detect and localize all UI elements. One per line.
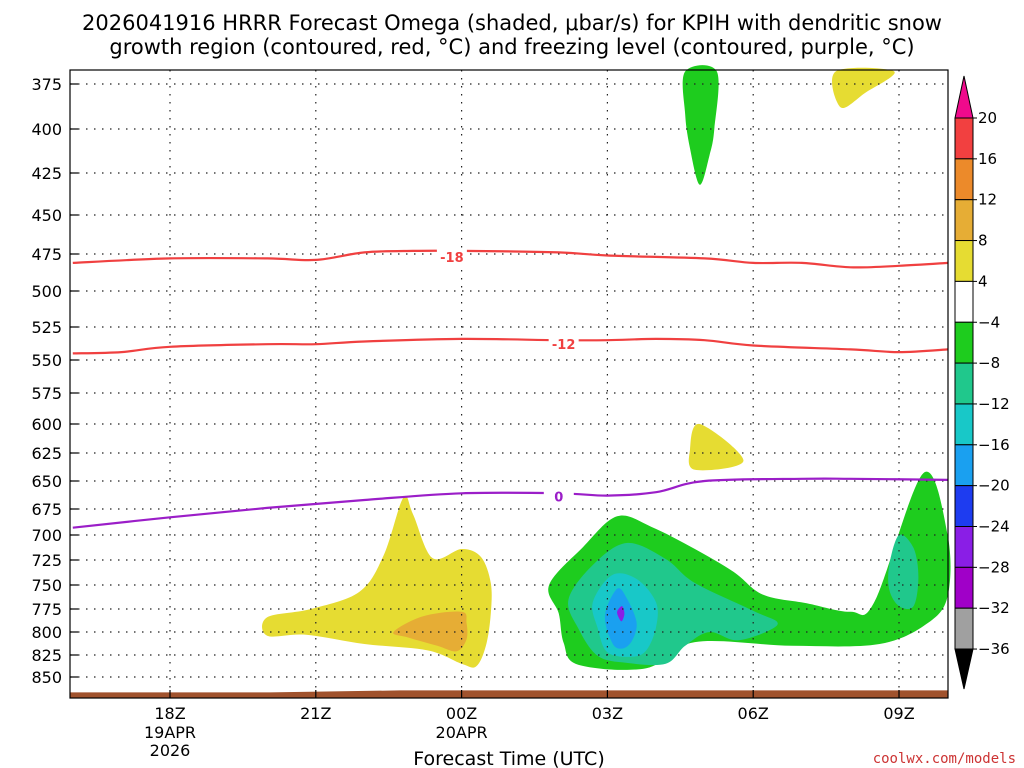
colorbar-arrow-top — [954, 75, 974, 119]
y-tick-label-800: 800 — [31, 623, 62, 642]
omega-shading — [262, 65, 951, 670]
contour-label--18: -18 — [440, 251, 464, 266]
y-tick-label-775: 775 — [31, 600, 62, 619]
terrain — [70, 690, 950, 698]
omega-region-yellow-mid — [688, 423, 744, 471]
colorbar-segment-m12_m8 — [954, 362, 974, 405]
colorbar-label-12: 12 — [978, 191, 997, 209]
y-tick-label-375: 375 — [31, 75, 62, 94]
colorbar-segment-16_20 — [954, 117, 974, 160]
x-tick-label-03Z: 03Z — [592, 704, 623, 723]
colorbar-segment-m28_m24 — [954, 526, 974, 568]
colorbar-segment-8_12 — [954, 199, 974, 242]
y-tick-label-550: 550 — [31, 351, 62, 370]
grid — [70, 70, 948, 698]
y-tick-label-500: 500 — [31, 282, 62, 301]
omega-region-green-top — [682, 65, 719, 185]
colorbar-label--16: −16 — [978, 436, 1010, 454]
y-tick-label-425: 425 — [31, 164, 62, 183]
contour-label-bg — [548, 336, 579, 353]
chart-title-line2: growth region (contoured, red, °C) and f… — [109, 35, 914, 59]
colorbar: 20 16 12 8 4 −4 −8 −12 −16 −20 −24 −28 −32 −36 — [954, 75, 1010, 690]
contour-label-bg — [436, 248, 467, 265]
colorbar-segment-m8_m4 — [954, 321, 974, 364]
contour-label-0: 0 — [554, 491, 563, 506]
plot-area — [70, 70, 948, 698]
chart-title-line1: 2026041916 HRRR Forecast Omega (shaded, … — [82, 11, 942, 35]
omega-region-teal-right — [888, 534, 919, 610]
y-tick-label-700: 700 — [31, 526, 62, 545]
x-tick-year-18Z: 2026 — [150, 741, 191, 760]
y-tick-label-450: 450 — [31, 206, 62, 225]
y-tick-label-850: 850 — [31, 668, 62, 687]
x-tick-date-00Z: 20APR — [436, 723, 488, 742]
colorbar-segment-m32_m28 — [954, 566, 974, 609]
colorbar-label-4: 4 — [978, 272, 988, 290]
y-tick-label-475: 475 — [31, 245, 62, 264]
colorbar-arrow-bottom — [954, 648, 974, 690]
colorbar-segment-m36_m32 — [954, 607, 974, 650]
colorbar-label--8: −8 — [978, 354, 1000, 372]
colorbar-segment-m16_m12 — [954, 403, 974, 446]
y-tick-label-825: 825 — [31, 646, 62, 665]
omega-region-yellow-top — [832, 67, 895, 109]
contour-label--12: -12 — [552, 338, 576, 353]
colorbar-label-20: 20 — [978, 109, 997, 127]
x-tick-label-06Z: 06Z — [738, 704, 769, 723]
colorbar-label-16: 16 — [978, 150, 997, 168]
plot-frame — [69, 69, 949, 699]
contour-label-bg — [543, 488, 574, 505]
colorbar-segment-m4_4 — [954, 280, 974, 323]
x-tick-label-09Z: 09Z — [883, 704, 914, 723]
colorbar-label--28: −28 — [978, 558, 1010, 576]
y-axis: 375 400 425 450 475 500 525 550 575 600 625 650 675 7… — [31, 75, 78, 687]
colorbar-label--24: −24 — [978, 518, 1010, 536]
terrain-strip — [70, 690, 950, 698]
y-tick-label-675: 675 — [31, 500, 62, 519]
y-tick-label-575: 575 — [31, 384, 62, 403]
colorbar-label--12: −12 — [978, 395, 1010, 413]
colorbar-segment-m20_m16 — [954, 444, 974, 487]
contours: -18 -12 0 — [72, 248, 948, 529]
x-tick-label-18Z: 18Z — [154, 704, 185, 723]
y-tick-label-625: 625 — [31, 444, 62, 463]
y-tick-label-650: 650 — [31, 472, 62, 491]
x-tick-label-21Z: 21Z — [300, 704, 331, 723]
y-tick-label-525: 525 — [31, 318, 62, 337]
colorbar-label--36: −36 — [978, 640, 1010, 658]
colorbar-label--4: −4 — [978, 313, 1000, 331]
x-tick-label-00Z: 00Z — [446, 704, 477, 723]
x-axis-title: Forecast Time (UTC) — [413, 748, 604, 768]
y-tick-label-600: 600 — [31, 415, 62, 434]
colorbar-segment-m24_m20 — [954, 485, 974, 527]
x-tick-date-18Z: 19APR — [144, 723, 196, 742]
colorbar-label--32: −32 — [978, 599, 1010, 617]
contour-line-temp-18 — [72, 249, 948, 269]
y-tick-label-750: 750 — [31, 576, 62, 595]
colorbar-segment-12_16 — [954, 158, 974, 201]
colorbar-label-8: 8 — [978, 232, 988, 250]
colorbar-segment-4_8 — [954, 240, 974, 282]
y-tick-label-725: 725 — [31, 551, 62, 570]
y-tick-label-400: 400 — [31, 120, 62, 139]
credit-text: coolwx.com/models — [873, 751, 1016, 767]
colorbar-label--20: −20 — [978, 477, 1010, 495]
omega-region-violet-dot — [617, 606, 625, 622]
